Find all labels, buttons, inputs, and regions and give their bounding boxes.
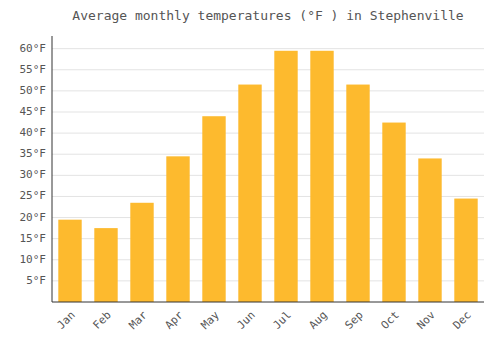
chart: 5°F 10°F 15°F 20°F 25°F 30°F 35°F 40°F 45°F 50°F 5… bbox=[0, 0, 500, 350]
grid-line bbox=[52, 154, 484, 155]
y-tick-label: 10°F bbox=[20, 253, 47, 266]
x-tick-label: Jul bbox=[271, 309, 294, 332]
bar bbox=[202, 116, 225, 302]
bar bbox=[418, 158, 441, 302]
x-tick-label: Sep bbox=[343, 309, 366, 332]
x-tick-label: Dec bbox=[451, 309, 474, 332]
bars bbox=[58, 51, 477, 302]
x-tick-label: Apr bbox=[163, 308, 187, 332]
x-tick-label: Jun bbox=[235, 309, 258, 332]
title: Average monthly temperatures (°F ) in St… bbox=[72, 8, 464, 23]
x-tick-label: Oct bbox=[379, 309, 402, 332]
x-tick-label: Jan bbox=[55, 309, 78, 332]
bar bbox=[310, 51, 333, 302]
grid-line bbox=[52, 69, 484, 70]
bar bbox=[166, 156, 189, 302]
x-tick-label: Nov bbox=[415, 308, 439, 332]
y-tick-label: 40°F bbox=[20, 126, 47, 139]
bar bbox=[274, 51, 297, 302]
y-tick-label: 5°F bbox=[26, 274, 46, 287]
y-tick-label: 20°F bbox=[20, 211, 47, 224]
grid-line bbox=[52, 48, 484, 49]
bar bbox=[238, 85, 261, 302]
y-tick-label: 50°F bbox=[20, 84, 47, 97]
bar bbox=[58, 220, 81, 302]
bar bbox=[346, 85, 369, 302]
y-tick-label: 25°F bbox=[20, 189, 47, 202]
y-tick-label: 45°F bbox=[20, 105, 47, 118]
y-axis-line bbox=[52, 36, 53, 302]
bar bbox=[130, 203, 153, 302]
chart-container: 5°F 10°F 15°F 20°F 25°F 30°F 35°F 40°F 45°F 50°F 5… bbox=[0, 0, 500, 350]
y-tick-label: 15°F bbox=[20, 232, 47, 245]
bar bbox=[382, 123, 405, 302]
x-tick-label: Aug bbox=[307, 309, 330, 332]
x-axis-line bbox=[52, 302, 484, 303]
y-tick-label: 35°F bbox=[20, 147, 47, 160]
grid-line bbox=[52, 133, 484, 134]
grid-line bbox=[52, 112, 484, 113]
x-tick-label: May bbox=[199, 308, 223, 332]
y-tick-label: 60°F bbox=[20, 42, 47, 55]
bar bbox=[94, 228, 117, 302]
y-tick-label: 30°F bbox=[20, 168, 47, 181]
grid-line bbox=[52, 90, 484, 91]
y-tick-label: 55°F bbox=[20, 63, 47, 76]
x-tick-label: Mar bbox=[127, 308, 151, 332]
x-tick-label: Feb bbox=[91, 309, 114, 332]
bar bbox=[454, 199, 477, 302]
